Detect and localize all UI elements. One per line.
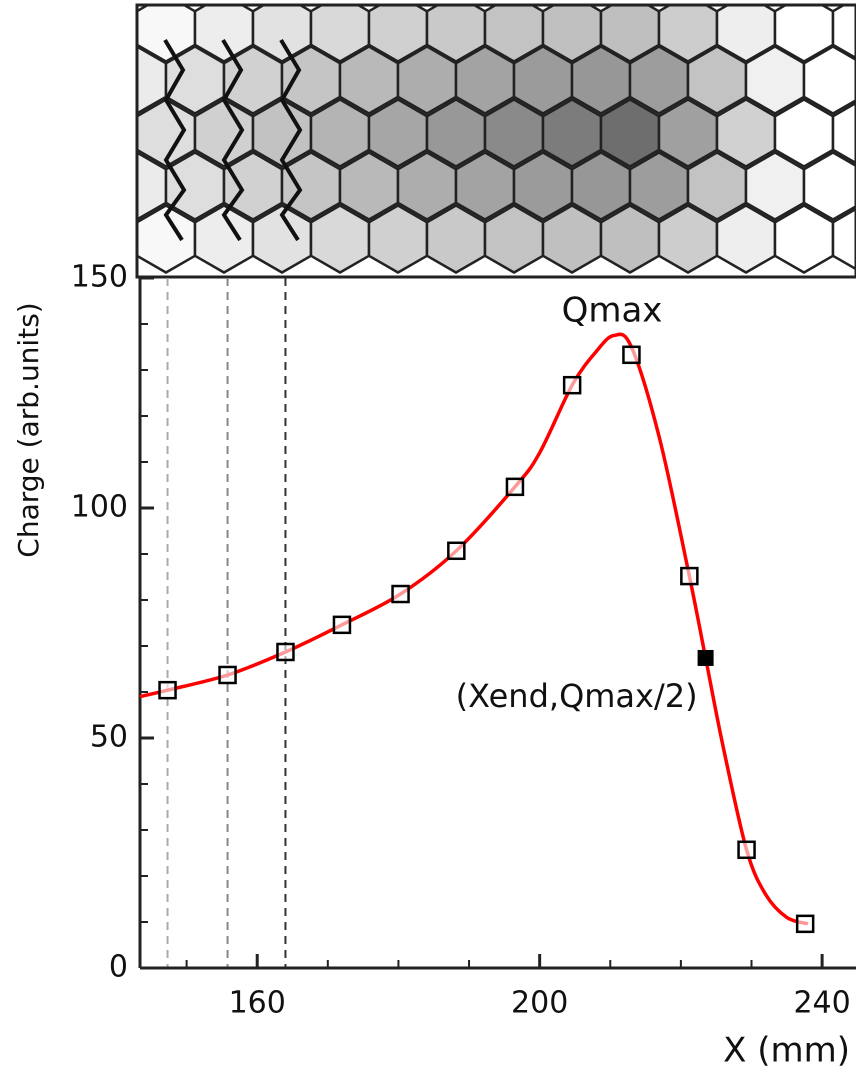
data-point [505, 477, 525, 497]
zigzag [163, 38, 187, 242]
zigzag [221, 38, 245, 242]
x-axis-label: X (mm) [723, 1031, 850, 1071]
x-tick-label: 160 [229, 986, 286, 1021]
data-point [276, 642, 295, 662]
hexagon [137, 114, 139, 152]
data-point [447, 541, 466, 561]
hexagon [137, 9, 139, 47]
hexagon [831, 207, 856, 271]
hexagon [50, 47, 108, 114]
data-point [795, 914, 815, 934]
data-point [332, 615, 352, 635]
annotation: Qmax [562, 291, 663, 331]
point-label: (Xend,Qmax/2) [456, 677, 698, 715]
data-point [680, 566, 699, 586]
y-axis-label: Charge (arb.units) [12, 302, 45, 557]
data-point [622, 345, 641, 365]
hexagon [21, 0, 79, 62]
hexagon [802, 45, 856, 115]
panel-frame [135, 3, 856, 279]
hexagon [831, 101, 856, 165]
hexagon [21, 100, 79, 167]
data-point [562, 375, 582, 395]
hexagon [831, 5, 856, 60]
x-tick-label: 200 [511, 986, 568, 1021]
data-point [218, 665, 237, 685]
hexagon [802, 151, 856, 221]
hexagon [50, 153, 108, 220]
data-point [391, 584, 410, 604]
y-tick-label: 150 [71, 260, 128, 295]
y-tick-label: 100 [71, 490, 128, 525]
zigzag [279, 38, 303, 242]
y-tick-label: 0 [109, 950, 128, 985]
x-tick-label: 240 [793, 986, 850, 1021]
data-point [697, 649, 714, 666]
hex-panel [21, 0, 856, 274]
data-point [158, 680, 177, 700]
zigzags [163, 38, 303, 242]
fit-curve [139, 332, 809, 926]
data-point [737, 840, 756, 860]
y-tick-label: 50 [90, 720, 128, 755]
